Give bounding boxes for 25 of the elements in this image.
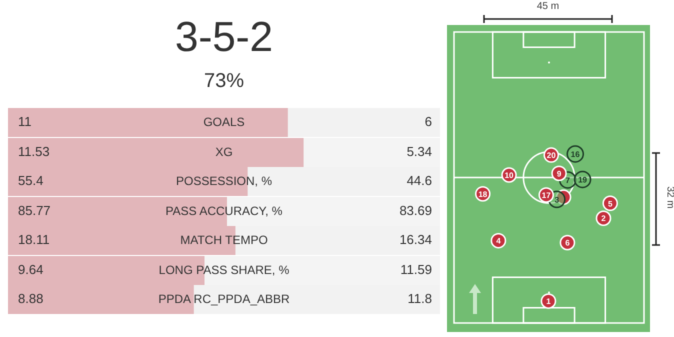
y-tick-label: LONG PASS SHARE, % <box>158 262 290 277</box>
data-label: 83.69 <box>399 203 432 218</box>
data-label: 11.53 <box>18 144 50 160</box>
data-label: 11.8 <box>408 291 432 306</box>
data-label: 11 <box>18 114 32 130</box>
data-label: 44.6 <box>406 173 432 188</box>
data-label: 11.59 <box>400 262 432 278</box>
data-label: 85.77 <box>18 203 51 218</box>
data-label: 6 <box>424 114 432 130</box>
data-label: 18.11 <box>18 232 50 248</box>
text: 73% <box>202 69 246 94</box>
data-label: 5.34 <box>406 144 432 160</box>
y-tick-label: PPDA RC_PPDA_ABBR <box>158 292 290 306</box>
y-tick-label: POSSESSION, % <box>176 174 272 188</box>
data-label: 16.34 <box>399 232 432 248</box>
football-pitch: 16 7 19 3 1 4 6 2 5 18 17 10 9 20 <box>447 25 650 332</box>
data-label: 8.88 <box>18 291 44 306</box>
y-tick-label: MATCH TEMPO <box>180 232 268 247</box>
data-label: 9.64 <box>18 262 44 278</box>
y-tick-label: PASS ACCURACY, % <box>166 204 283 218</box>
y-tick-label: GOALS <box>203 114 245 129</box>
text: 3-5-2 <box>174 12 274 62</box>
y-tick-label: XG <box>215 144 233 159</box>
text: 45 m <box>536 1 560 12</box>
data-label: 55.4 <box>18 173 44 188</box>
